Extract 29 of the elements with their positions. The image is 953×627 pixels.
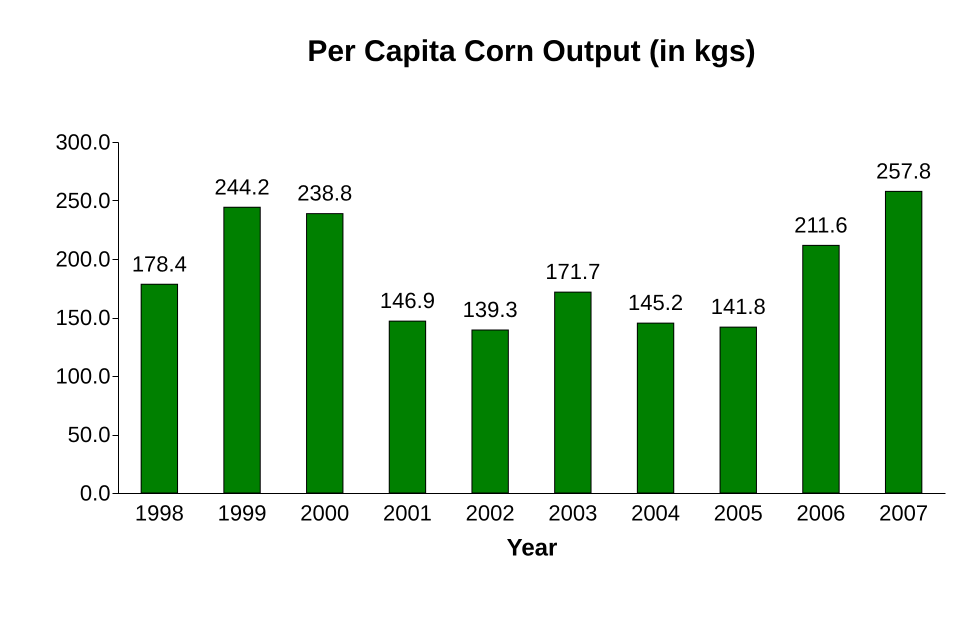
y-tick-label: 50.0 — [68, 422, 110, 447]
y-tick-label: 250.0 — [55, 188, 110, 213]
x-tick-label: 2003 — [548, 500, 598, 526]
x-tick-label: 2004 — [631, 500, 680, 526]
data-label: 145.2 — [628, 290, 684, 316]
data-label: 171.7 — [545, 259, 600, 284]
data-label: 244.2 — [214, 174, 270, 200]
y-tick-label: 0.0 — [80, 480, 110, 506]
y-tick-label: 150.0 — [55, 305, 110, 330]
data-label: 146.9 — [380, 288, 435, 314]
chart-title: Per Capita Corn Output (in kgs) — [307, 35, 756, 68]
y-tick-label: 300.0 — [55, 130, 110, 154]
x-tick-label: 2002 — [466, 500, 515, 526]
data-label: 139.3 — [462, 297, 518, 322]
data-label: 257.8 — [876, 158, 932, 184]
data-label: 178.4 — [132, 251, 187, 276]
x-tick-label: 2000 — [300, 500, 350, 526]
x-tick-label: 2001 — [382, 500, 432, 526]
x-tick-label: 2006 — [796, 500, 846, 526]
data-label: 238.8 — [297, 180, 352, 206]
x-axis-title: Year — [506, 534, 558, 562]
y-tick-label: 100.0 — [55, 364, 110, 388]
x-tick-label: 2005 — [714, 500, 763, 526]
y-tick-label: 200.0 — [55, 246, 110, 272]
x-tick-label: 1998 — [134, 500, 184, 526]
data-label: 141.8 — [710, 294, 766, 320]
data-label: 211.6 — [794, 212, 848, 238]
x-tick-label: 2007 — [879, 500, 928, 526]
x-tick-label: 1999 — [218, 500, 267, 526]
